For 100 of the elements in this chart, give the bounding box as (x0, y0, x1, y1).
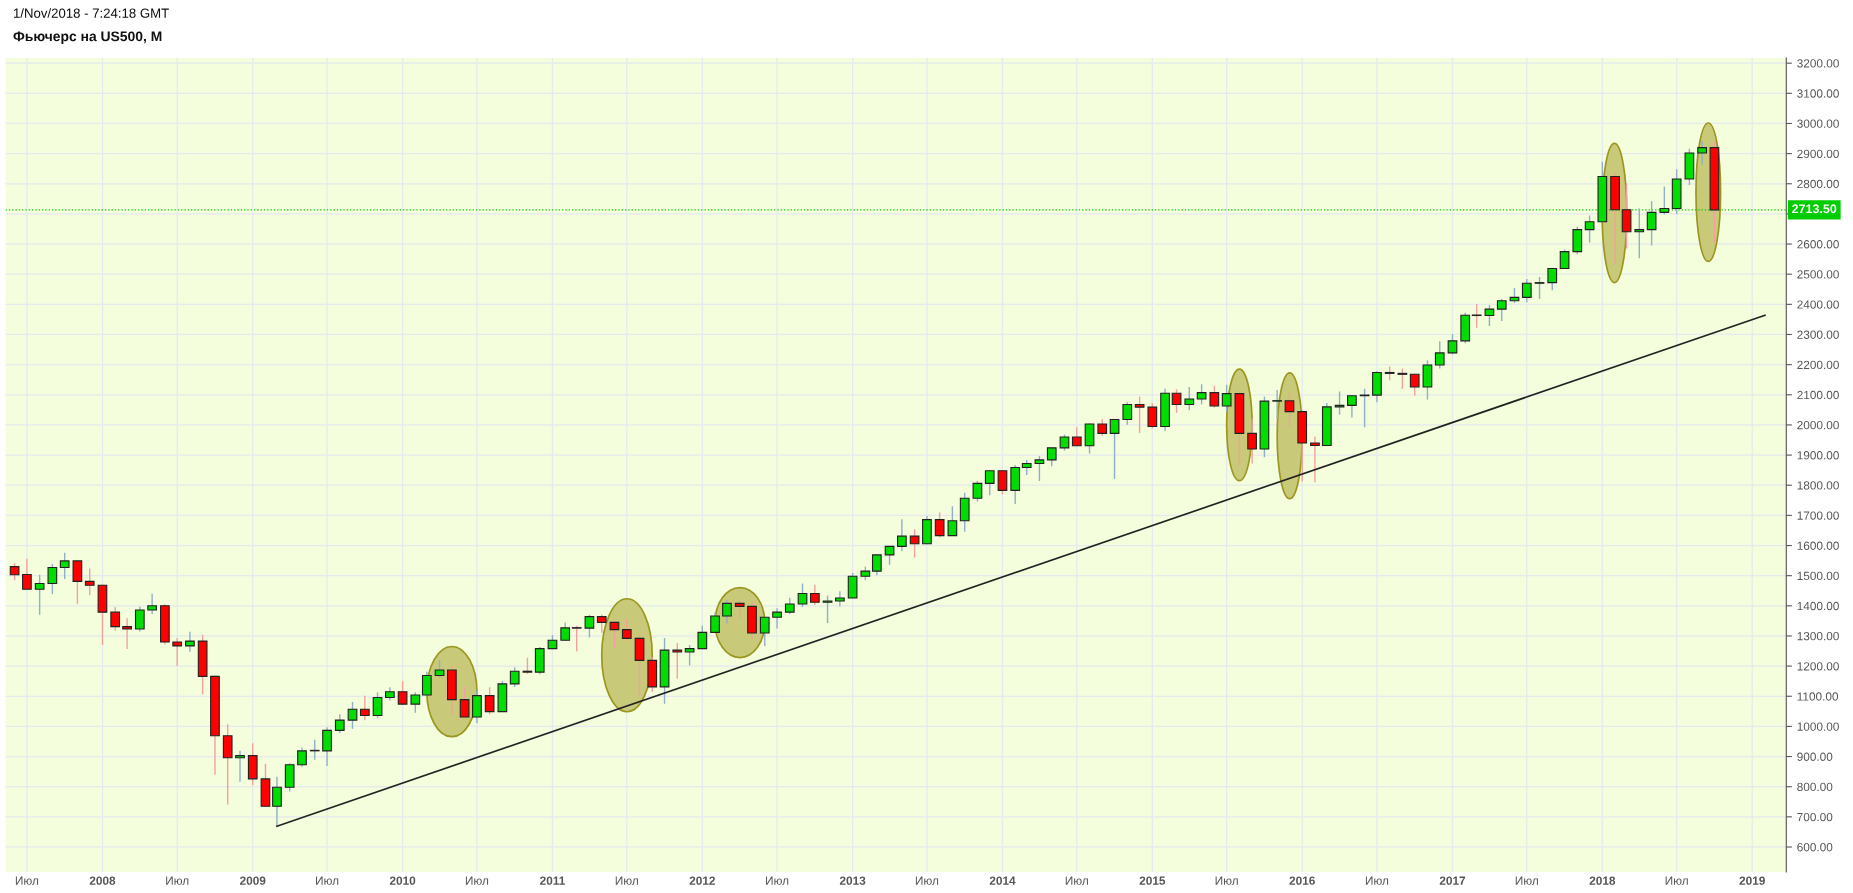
y-tick-label: 2100.00 (1797, 390, 1839, 400)
y-tick-label: 1800.00 (1797, 481, 1839, 490)
x-tick-label: Июл (1365, 876, 1389, 885)
candlestick (934, 511, 945, 539)
candlestick (434, 659, 445, 679)
candlestick (984, 469, 995, 496)
y-tick-label: 1300.00 (1797, 632, 1839, 641)
candlestick (772, 607, 782, 630)
x-tick-label: Июл (465, 876, 489, 885)
candlestick (909, 528, 920, 559)
candlestick (897, 518, 907, 552)
y-tick-label: 1900.00 (1797, 451, 1839, 460)
candlestick (847, 572, 858, 599)
y-tick-label: 3000.00 (1797, 119, 1839, 128)
candlestick (710, 611, 720, 634)
candlestick (1010, 464, 1021, 505)
candlestick (472, 689, 482, 724)
x-tick-label: Июл (316, 876, 339, 885)
x-tick-label: 2017 (1439, 876, 1466, 885)
y-tick-label: 2800.00 (1797, 179, 1839, 189)
candlestick (1247, 417, 1257, 465)
candlestick (1471, 303, 1482, 329)
y-tick-label: 2000.00 (1797, 420, 1839, 430)
y-tick-label: 1500.00 (1797, 571, 1839, 581)
candlestick (1521, 278, 1532, 303)
candlestick (1659, 185, 1670, 216)
candlestick (1534, 276, 1545, 300)
candlestick (672, 642, 683, 680)
x-tick-label: 2014 (989, 876, 1016, 885)
candlestick (1496, 298, 1507, 322)
x-tick-label: Июл (1515, 876, 1538, 885)
candlestick (884, 545, 895, 566)
y-tick-label: 2200.00 (1797, 360, 1839, 370)
y-tick-label: 2300.00 (1797, 330, 1839, 339)
x-tick-label: Июл (166, 876, 189, 885)
y-tick-label: 1100.00 (1797, 692, 1839, 701)
candlestick (59, 552, 70, 580)
x-tick-label: Июл (615, 876, 638, 885)
candlestick (684, 644, 695, 667)
candlestick (959, 492, 970, 533)
candlestick (34, 574, 45, 616)
x-tick-label: 2012 (689, 876, 715, 885)
candlestick (134, 605, 145, 633)
candlestick (1372, 370, 1382, 404)
candlestick (571, 625, 582, 653)
x-tick-label: 2013 (839, 876, 866, 885)
chart-title: Фьючерс на US500, M (13, 31, 162, 44)
candlestick (347, 701, 358, 730)
x-tick-label: Июл (1215, 876, 1238, 885)
x-tick-label: 2009 (240, 876, 266, 885)
x-tick-label: 2016 (1289, 876, 1315, 885)
candlestick (1422, 359, 1433, 401)
candlestick (947, 505, 958, 537)
candlestick (459, 685, 470, 719)
candlestick (1084, 422, 1095, 455)
candlestick (359, 694, 370, 722)
y-tick-label: 1400.00 (1797, 601, 1839, 611)
ref-line-label: 2713.50 (1792, 204, 1837, 214)
candlestick (1034, 455, 1045, 482)
y-tick-label: 2600.00 (1797, 240, 1839, 249)
candlestick (1109, 418, 1120, 480)
candlestick (284, 762, 295, 793)
candlestick (322, 726, 332, 767)
candlestick (1209, 385, 1220, 409)
x-tick-label: 2015 (1139, 876, 1166, 885)
x-tick-label: Июл (915, 876, 939, 885)
y-tick-label: 3200.00 (1797, 59, 1839, 68)
candlestick (222, 723, 233, 806)
candlestick (1697, 140, 1707, 166)
x-tick-label: 2008 (89, 876, 116, 885)
y-tick-label: 3100.00 (1797, 89, 1839, 98)
candlestick (759, 616, 770, 647)
candlestick (110, 606, 121, 632)
candlestick (634, 633, 645, 697)
candlestick (697, 625, 708, 650)
candlestick (1196, 383, 1207, 406)
candlestick (835, 590, 845, 608)
y-tick-label: 700.00 (1797, 812, 1833, 822)
candlestick (484, 686, 495, 716)
candlestick (1122, 401, 1133, 426)
candlestick (1484, 304, 1495, 327)
x-tick-label: Июл (15, 876, 39, 885)
candlestick (822, 594, 833, 624)
y-tick-label: 1200.00 (1797, 662, 1839, 671)
y-tick-label: 1000.00 (1797, 722, 1839, 731)
y-tick-label: 600.00 (1797, 843, 1833, 852)
candlestick (410, 691, 421, 714)
y-tick-label: 1700.00 (1797, 511, 1839, 520)
candlestick (235, 750, 245, 783)
candlestick (1272, 389, 1283, 420)
x-tick-label: 2018 (1589, 876, 1616, 885)
candlestick (809, 584, 820, 606)
candlestick (47, 563, 58, 595)
candlestick (596, 613, 607, 634)
x-tick-label: 2019 (1739, 876, 1765, 885)
x-tick-label: Июл (1665, 876, 1688, 885)
candlestick (247, 742, 258, 786)
candlestick (122, 617, 132, 650)
candlestick (1646, 200, 1657, 247)
text: 1/Nov/2018 - 7:24:18 GMT (13, 8, 169, 18)
